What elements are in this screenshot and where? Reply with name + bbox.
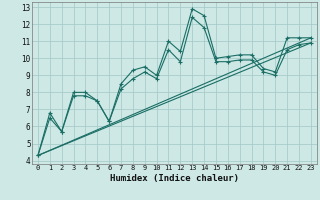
X-axis label: Humidex (Indice chaleur): Humidex (Indice chaleur)	[110, 174, 239, 183]
